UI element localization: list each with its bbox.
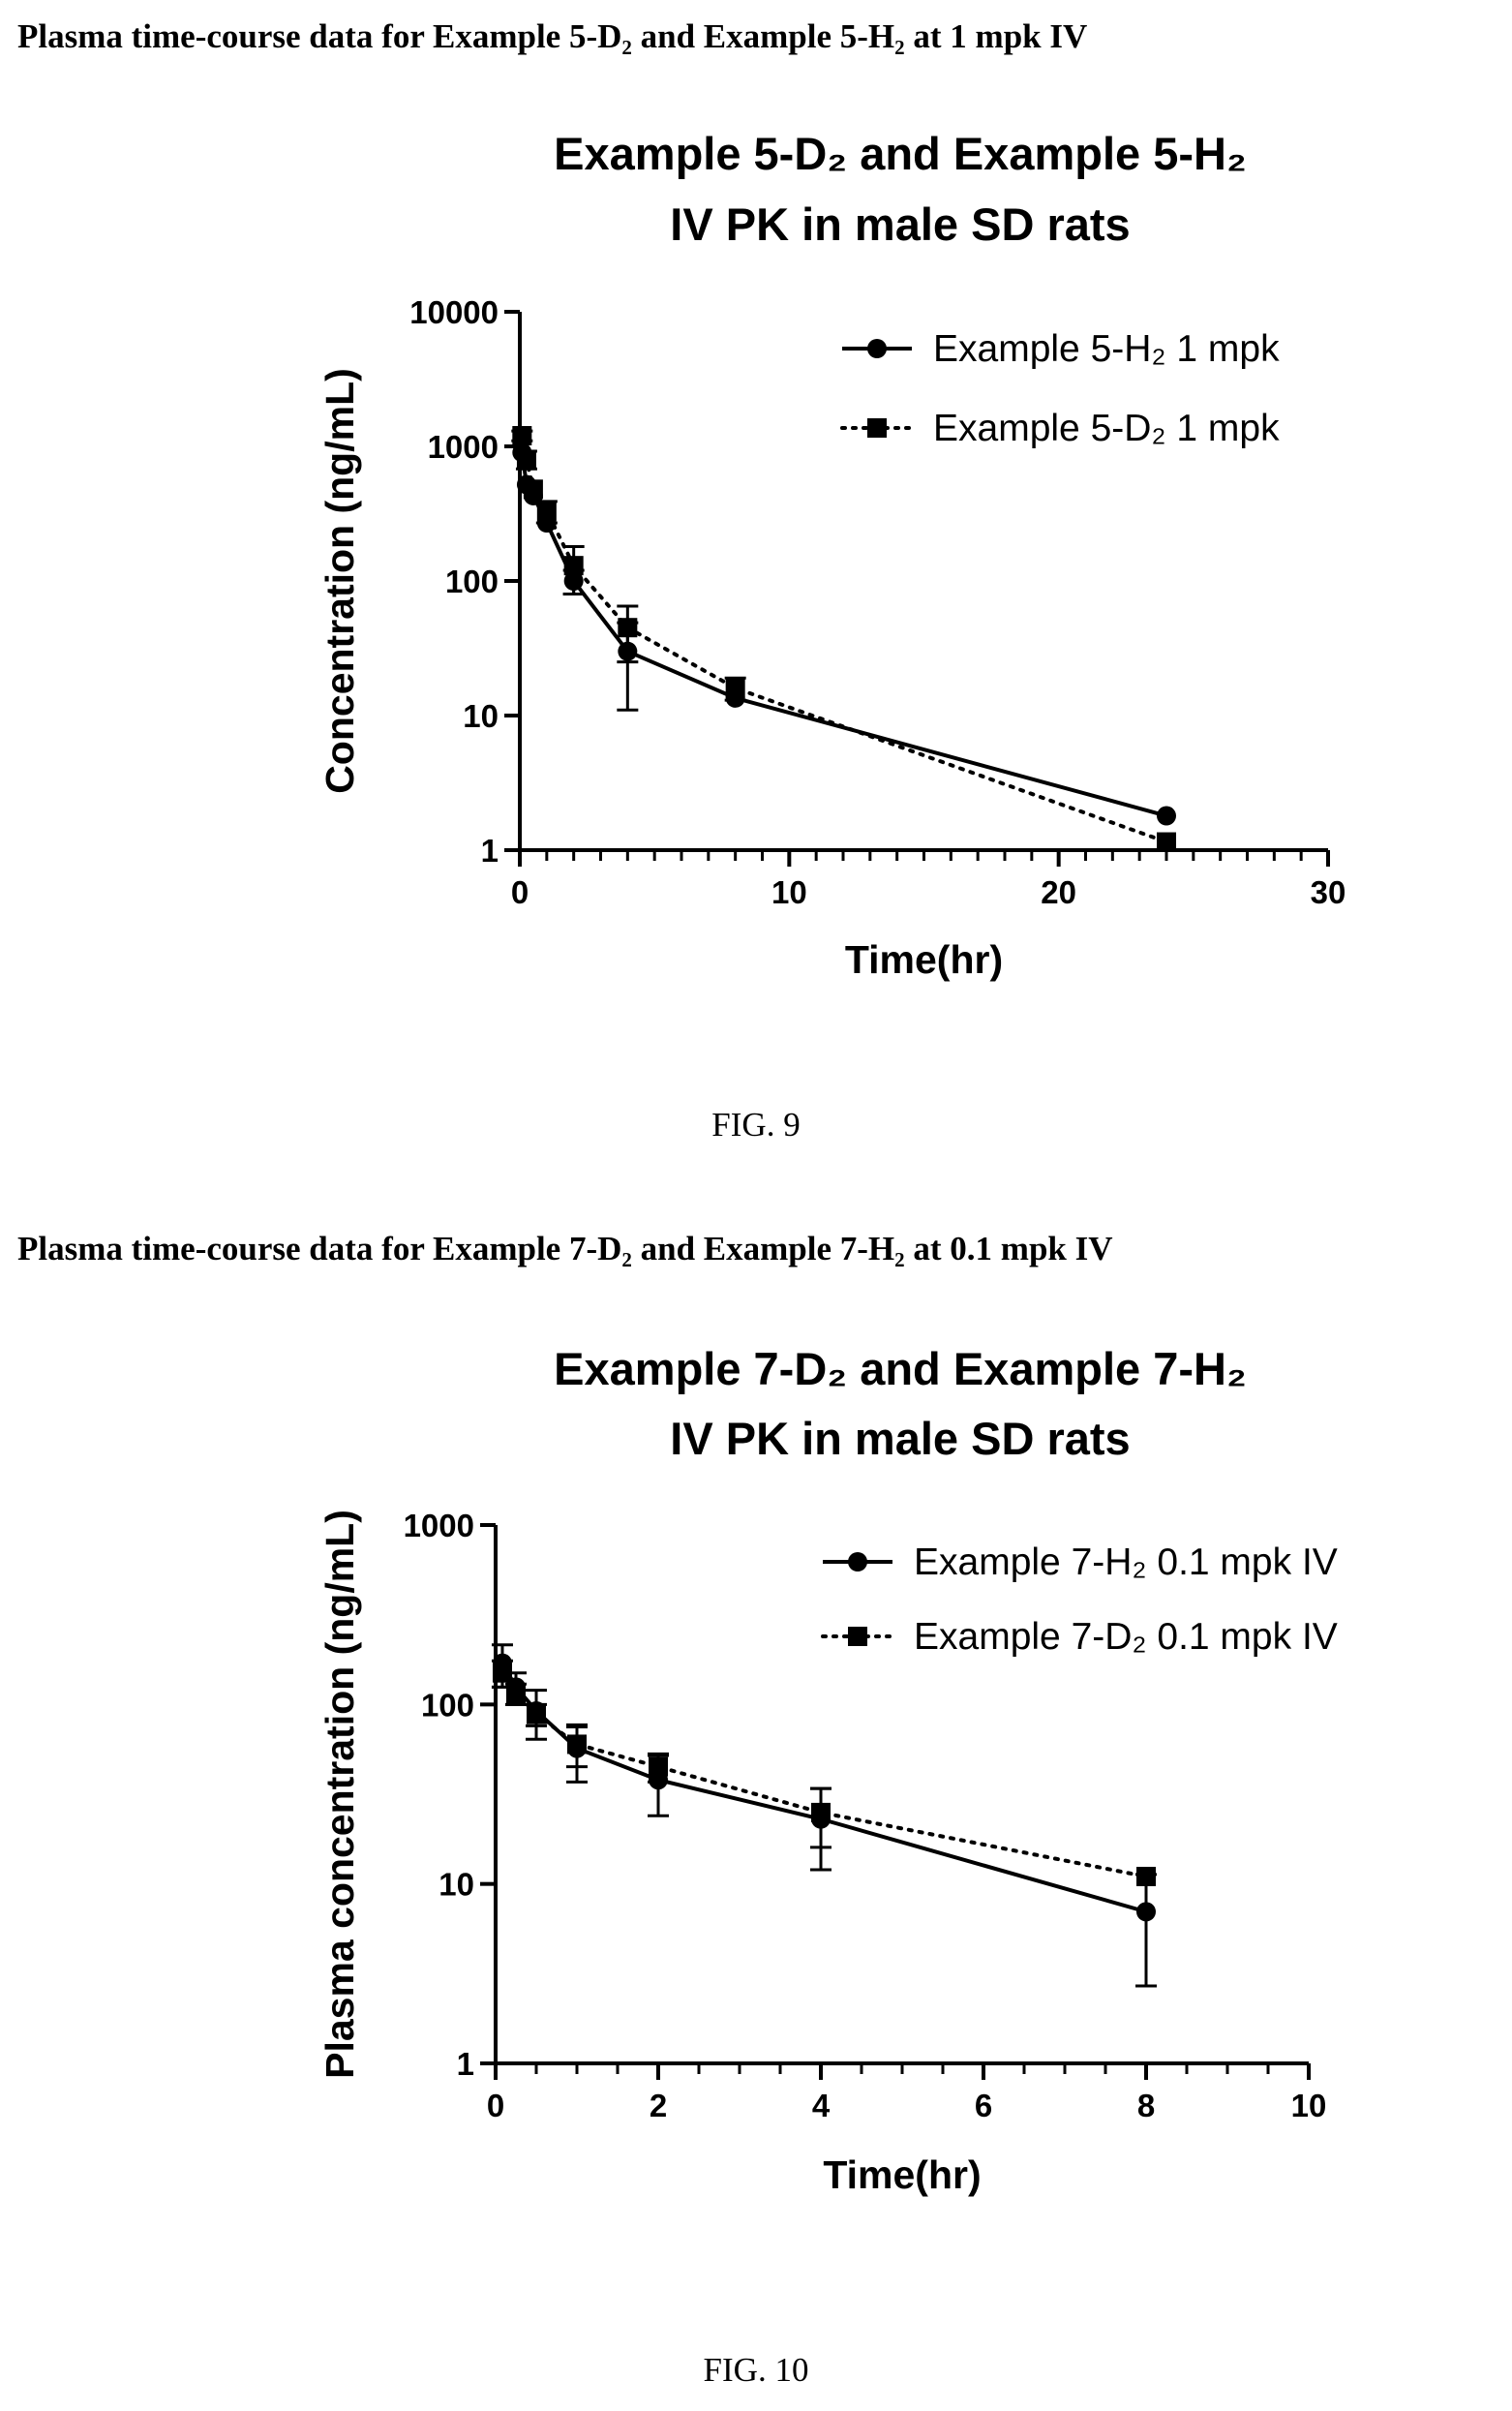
- chart-title-line: IV PK in male SD rats: [670, 198, 1130, 250]
- legend-marker-circle: [848, 1552, 867, 1572]
- x-axis-title: Time(hr): [845, 937, 1003, 982]
- chart-title-line: Example 5-D₂ and Example 5-H₂: [554, 128, 1247, 179]
- legend-label: Example 7-H₂ 0.1 mpk IV: [914, 1541, 1338, 1583]
- legend-label: Example 7-D₂ 0.1 mpk IV: [914, 1616, 1338, 1658]
- legend-marker-square: [867, 418, 887, 438]
- y-tick-label: 100: [445, 564, 499, 599]
- legend-label: Example 5-D₂ 1 mpk: [933, 408, 1280, 449]
- y-tick-label: 1: [457, 2046, 474, 2082]
- data-point-square: [492, 1663, 512, 1683]
- data-point-square: [516, 449, 536, 470]
- fig10-heading: Plasma time-course data for Example 7-D₂…: [17, 1230, 1113, 1267]
- x-tick-label: 8: [1137, 2088, 1155, 2123]
- y-tick-label: 1000: [404, 1508, 474, 1543]
- x-tick-label: 0: [511, 874, 529, 910]
- data-point-square: [1136, 1866, 1156, 1886]
- y-tick-label: 100: [421, 1687, 474, 1723]
- y-axis-title: Plasma concentration (ng/mL): [318, 1510, 362, 2079]
- x-tick-label: 30: [1311, 874, 1346, 910]
- series-line: [520, 433, 1168, 844]
- y-tick-label: 10: [463, 698, 499, 734]
- fig10-chart: Example 7-D₂ and Example 7-H₂ IV PK in ma…: [318, 1343, 1338, 2197]
- data-point-square: [512, 425, 532, 445]
- fig10-label: FIG. 10: [703, 2351, 809, 2389]
- fig9-heading: Plasma time-course data for Example 5-D₂…: [17, 17, 1088, 55]
- x-tick-label: 10: [771, 874, 807, 910]
- chart-title-line: IV PK in male SD rats: [670, 1413, 1130, 1464]
- data-point-square: [523, 479, 543, 500]
- data-point-circle: [1136, 1902, 1156, 1922]
- fig9-label: FIG. 9: [711, 1106, 801, 1144]
- data-point-square: [725, 678, 745, 698]
- data-point-square: [563, 556, 584, 576]
- data-point-square: [567, 1734, 587, 1755]
- data-point-square: [811, 1802, 831, 1822]
- y-tick-label: 1: [481, 833, 499, 869]
- x-tick-label: 4: [812, 2088, 831, 2123]
- x-tick-label: 20: [1041, 874, 1076, 910]
- data-point-square: [506, 1684, 526, 1704]
- x-tick-label: 10: [1291, 2088, 1327, 2123]
- chart-title-line: Example 7-D₂ and Example 7-H₂: [554, 1343, 1247, 1394]
- x-tick-label: 0: [487, 2088, 504, 2123]
- x-tick-label: 2: [650, 2088, 667, 2123]
- legend-marker-square: [848, 1627, 867, 1646]
- data-point-square: [649, 1756, 668, 1777]
- data-point-square: [536, 501, 557, 521]
- legend-label: Example 5-H₂ 1 mpk: [933, 328, 1280, 370]
- legend-marker-circle: [867, 339, 887, 358]
- data-point-square: [527, 1704, 546, 1724]
- data-point-square: [618, 618, 638, 638]
- x-axis-title: Time(hr): [823, 2152, 981, 2197]
- x-tick-label: 6: [975, 2088, 992, 2123]
- data-point-square: [1157, 832, 1176, 852]
- y-tick-label: 10: [438, 1867, 474, 1903]
- fig9-chart: Example 5-D₂ and Example 5-H₂ IV PK in ma…: [318, 128, 1346, 982]
- y-axis-title: Concentration (ng/mL): [318, 368, 362, 794]
- data-point-circle: [1157, 806, 1176, 826]
- y-tick-label: 1000: [428, 429, 499, 465]
- y-tick-label: 10000: [409, 294, 499, 330]
